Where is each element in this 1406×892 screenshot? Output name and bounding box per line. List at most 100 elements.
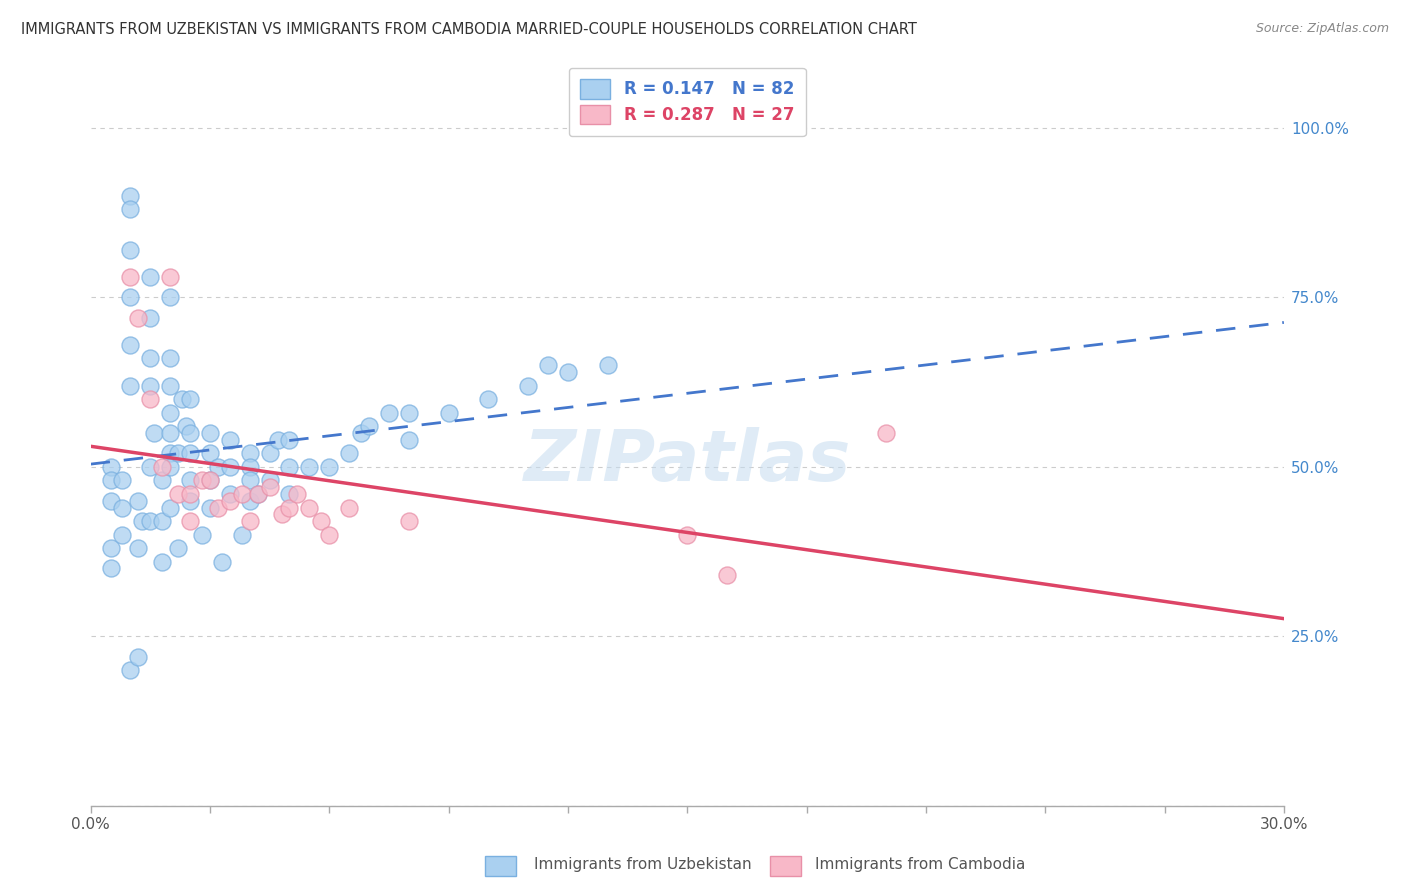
Text: Immigrants from Cambodia: Immigrants from Cambodia xyxy=(815,857,1026,872)
Point xyxy=(278,433,301,447)
Point xyxy=(311,514,333,528)
Point xyxy=(259,474,281,488)
Point xyxy=(477,392,499,406)
Point xyxy=(120,663,142,677)
Point xyxy=(127,649,149,664)
Point xyxy=(167,446,190,460)
Point xyxy=(159,446,181,460)
Point xyxy=(596,358,619,372)
Point xyxy=(100,493,122,508)
Text: ZIPatlas: ZIPatlas xyxy=(523,427,851,496)
Point xyxy=(239,459,262,474)
Point xyxy=(337,446,360,460)
Point xyxy=(191,527,214,541)
Point xyxy=(537,358,560,372)
Point xyxy=(120,243,142,257)
Point xyxy=(266,433,288,447)
Point xyxy=(207,500,229,515)
Point xyxy=(131,514,153,528)
Point xyxy=(159,351,181,366)
Point xyxy=(239,514,262,528)
Point xyxy=(127,493,149,508)
Point xyxy=(298,459,321,474)
Point xyxy=(246,487,269,501)
Point xyxy=(111,527,134,541)
Point xyxy=(100,459,122,474)
Point xyxy=(198,474,221,488)
Point xyxy=(259,446,281,460)
Point xyxy=(198,500,221,515)
Legend: R = 0.147   N = 82, R = 0.287   N = 27: R = 0.147 N = 82, R = 0.287 N = 27 xyxy=(568,68,806,136)
Point xyxy=(318,459,340,474)
Point xyxy=(437,406,460,420)
Point xyxy=(239,493,262,508)
Point xyxy=(172,392,194,406)
Point xyxy=(337,500,360,515)
Point xyxy=(159,500,181,515)
Point xyxy=(357,419,380,434)
Point xyxy=(120,189,142,203)
Point xyxy=(120,291,142,305)
Point xyxy=(150,555,173,569)
Point xyxy=(179,446,201,460)
Point xyxy=(378,406,401,420)
Point xyxy=(198,425,221,440)
Point xyxy=(111,500,134,515)
Point xyxy=(211,555,233,569)
Point xyxy=(198,446,221,460)
Point xyxy=(350,425,373,440)
Point xyxy=(517,378,540,392)
Point xyxy=(287,487,309,501)
Point xyxy=(120,270,142,285)
Point xyxy=(218,487,240,501)
Point xyxy=(159,378,181,392)
Point xyxy=(139,514,162,528)
Point xyxy=(139,310,162,325)
Point xyxy=(150,514,173,528)
Point xyxy=(398,514,420,528)
Point xyxy=(875,425,897,440)
Point xyxy=(179,425,201,440)
Point xyxy=(120,202,142,217)
Point xyxy=(139,459,162,474)
Text: Source: ZipAtlas.com: Source: ZipAtlas.com xyxy=(1256,22,1389,36)
Point xyxy=(278,487,301,501)
Point xyxy=(557,365,579,379)
Point xyxy=(159,291,181,305)
Point xyxy=(127,541,149,556)
Point xyxy=(111,474,134,488)
Point xyxy=(218,459,240,474)
Point xyxy=(179,474,201,488)
Point xyxy=(127,310,149,325)
Point xyxy=(139,378,162,392)
Point xyxy=(318,527,340,541)
Point xyxy=(139,392,162,406)
Point xyxy=(278,500,301,515)
Point xyxy=(150,474,173,488)
Point xyxy=(398,406,420,420)
Point xyxy=(198,474,221,488)
Point xyxy=(139,351,162,366)
Point xyxy=(179,514,201,528)
Point xyxy=(143,425,166,440)
Point xyxy=(100,474,122,488)
Text: Immigrants from Uzbekistan: Immigrants from Uzbekistan xyxy=(534,857,752,872)
Point xyxy=(120,378,142,392)
Point xyxy=(174,419,197,434)
Point xyxy=(298,500,321,515)
Point xyxy=(246,487,269,501)
Point xyxy=(179,493,201,508)
Point xyxy=(179,392,201,406)
Point xyxy=(218,493,240,508)
Point xyxy=(270,508,292,522)
Point xyxy=(167,541,190,556)
Point xyxy=(159,270,181,285)
Point xyxy=(218,433,240,447)
Point xyxy=(207,459,229,474)
Point xyxy=(100,541,122,556)
Point xyxy=(159,425,181,440)
Point xyxy=(231,487,253,501)
Point xyxy=(231,527,253,541)
Point xyxy=(239,446,262,460)
Point xyxy=(398,433,420,447)
